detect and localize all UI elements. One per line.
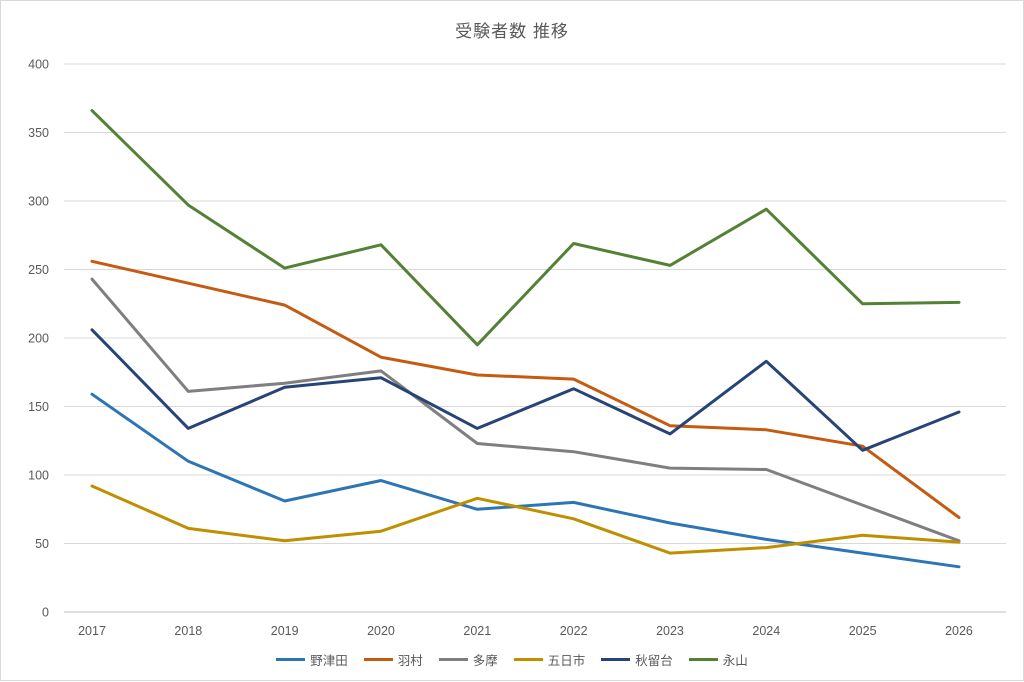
chart-legend: 野津田 羽村 多摩 五日市 秋留台 永山 (1, 650, 1023, 669)
y-axis-label: 0 (42, 606, 49, 620)
x-axis-label: 2021 (463, 624, 491, 638)
legend-label: 羽村 (397, 654, 423, 668)
y-axis-label: 200 (28, 332, 49, 346)
y-axis-label: 50 (35, 537, 49, 551)
x-axis-label: 2019 (271, 624, 299, 638)
y-axis-label: 100 (28, 469, 49, 483)
x-axis-label: 2023 (656, 624, 684, 638)
y-axis-label: 300 (28, 195, 49, 209)
legend-item-4: 秋留台 (601, 650, 673, 669)
legend-item-3: 五日市 (513, 650, 586, 669)
series-line-2 (90, 277, 961, 543)
legend-label: 秋留台 (635, 654, 673, 668)
x-axis-label: 2017 (78, 624, 106, 638)
x-axis-label: 2024 (752, 624, 780, 638)
legend-item-1: 羽村 (363, 650, 423, 669)
series-line-3 (90, 484, 961, 555)
legend-item-2: 多摩 (438, 650, 498, 669)
legend-line-swatch (363, 658, 393, 661)
x-axis-label: 2020 (367, 624, 395, 638)
legend-line-swatch (688, 658, 718, 661)
y-axis-label: 350 (28, 126, 49, 140)
legend-item-0: 野津田 (276, 650, 348, 669)
legend-label: 五日市 (547, 654, 586, 668)
legend-line-swatch (276, 658, 306, 661)
series-line-0 (90, 392, 961, 569)
legend-line-swatch (601, 658, 631, 661)
y-axis-label: 150 (28, 400, 49, 414)
legend-label: 野津田 (310, 654, 348, 668)
x-axis-label: 2022 (560, 624, 588, 638)
y-axis-label: 400 (28, 58, 49, 72)
series-line-5 (90, 109, 961, 347)
legend-item-5: 永山 (688, 650, 748, 669)
legend-label: 永山 (722, 654, 748, 668)
series-line-1 (90, 259, 961, 519)
series-line-4 (90, 328, 961, 452)
legend-line-swatch (513, 658, 543, 661)
x-axis-label: 2018 (174, 624, 202, 638)
legend-line-swatch (438, 658, 468, 661)
chart-title: 受験者数 推移 (455, 22, 569, 41)
x-axis-label: 2025 (849, 624, 877, 638)
x-axis-label: 2026 (945, 624, 973, 638)
legend-label: 多摩 (472, 654, 498, 668)
y-axis-label: 250 (28, 263, 49, 277)
